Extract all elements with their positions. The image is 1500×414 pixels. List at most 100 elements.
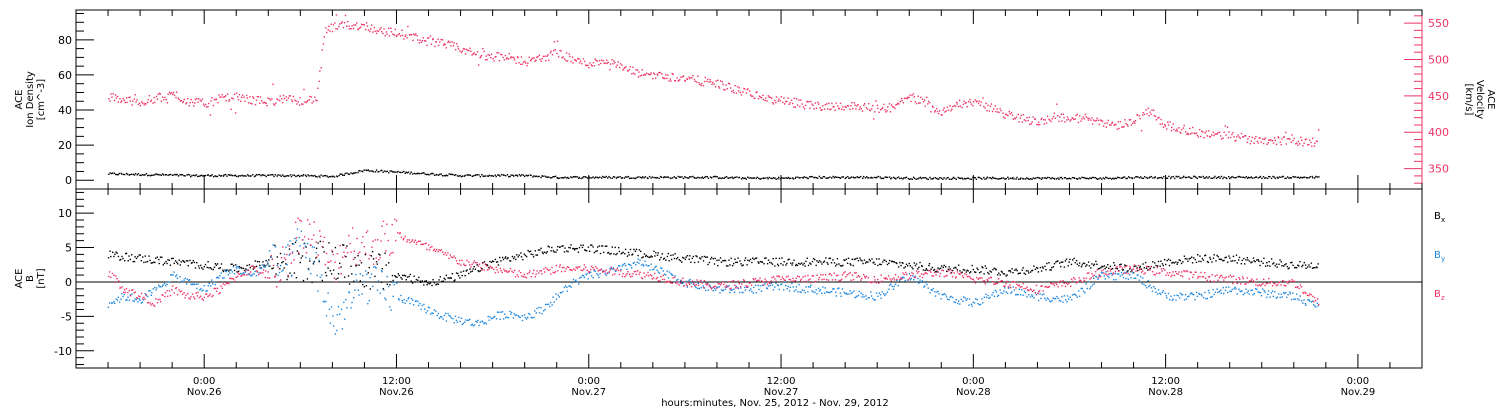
- bx-point: [417, 280, 418, 281]
- by-point: [761, 291, 762, 292]
- bx-point: [741, 265, 742, 266]
- bx-point: [464, 275, 465, 276]
- bx-point: [936, 271, 937, 272]
- velocity-point: [803, 106, 804, 107]
- density-point: [1113, 178, 1114, 179]
- density-point: [732, 178, 733, 179]
- density-point: [485, 175, 486, 176]
- density-point: [704, 177, 705, 178]
- velocity-point: [296, 103, 297, 104]
- bx-point: [362, 284, 363, 285]
- density-point: [176, 174, 177, 175]
- by-point: [176, 274, 177, 275]
- bz-point: [928, 270, 929, 271]
- density-point: [1186, 177, 1187, 178]
- velocity-point: [231, 98, 232, 99]
- density-point: [981, 178, 982, 179]
- bz-point: [1002, 280, 1003, 281]
- bx-point: [1098, 268, 1099, 269]
- bz-point: [359, 252, 360, 253]
- bx-point: [1024, 273, 1025, 274]
- bx-point: [1175, 261, 1176, 262]
- density-point: [772, 178, 773, 179]
- density-point: [1209, 176, 1210, 177]
- by-point: [234, 273, 235, 274]
- bz-point: [908, 279, 909, 280]
- by-point: [985, 294, 986, 295]
- bz-point: [241, 275, 242, 276]
- bx-point: [991, 271, 992, 272]
- by-point: [390, 309, 391, 310]
- velocity-point: [1309, 139, 1310, 140]
- bx-point: [1181, 263, 1182, 264]
- density-point: [1283, 176, 1284, 177]
- density-point: [230, 174, 231, 175]
- bx-point: [271, 268, 272, 269]
- velocity-point: [673, 74, 674, 75]
- density-point: [1275, 178, 1276, 179]
- density-point: [1023, 178, 1024, 179]
- bz-point: [684, 281, 685, 282]
- by-point: [171, 274, 172, 275]
- velocity-point: [163, 99, 164, 100]
- bz-point: [1159, 272, 1160, 273]
- bz-point: [177, 294, 178, 295]
- bx-point: [259, 261, 260, 262]
- velocity-point: [820, 107, 821, 108]
- density-point: [1058, 179, 1059, 180]
- bz-point: [1175, 271, 1176, 272]
- by-point: [417, 301, 418, 302]
- by-point: [185, 278, 186, 279]
- bx-point: [831, 262, 832, 263]
- bx-point: [1100, 267, 1101, 268]
- bx-point: [133, 261, 134, 262]
- bz-point: [377, 239, 378, 240]
- bx-point: [446, 275, 447, 276]
- velocity-point: [421, 42, 422, 43]
- velocity-point: [309, 99, 310, 100]
- by-point: [588, 278, 589, 279]
- bz-point: [813, 275, 814, 276]
- velocity-point: [225, 95, 226, 96]
- velocity-point: [282, 102, 283, 103]
- by-point: [1220, 290, 1221, 291]
- bz-point: [1172, 271, 1173, 272]
- density-point: [969, 178, 970, 179]
- velocity-point: [1183, 127, 1184, 128]
- bx-point: [457, 273, 458, 274]
- density-point: [470, 175, 471, 176]
- bz-point: [1055, 282, 1056, 283]
- density-point: [1226, 178, 1227, 179]
- velocity-point: [194, 102, 195, 103]
- density-point: [848, 178, 849, 179]
- by-point: [609, 268, 610, 269]
- velocity-point: [1230, 137, 1231, 138]
- by-point: [833, 288, 834, 289]
- velocity-point: [718, 86, 719, 87]
- velocity-point: [110, 93, 111, 94]
- bx-point: [1163, 265, 1164, 266]
- bx-point: [1168, 259, 1169, 260]
- bx-point: [113, 256, 114, 257]
- by-point: [946, 296, 947, 297]
- by-point: [126, 299, 127, 300]
- bz-point: [1077, 281, 1078, 282]
- density-point: [1241, 177, 1242, 178]
- velocity-point: [386, 34, 387, 35]
- by-point: [631, 267, 632, 268]
- bz-point: [218, 293, 219, 294]
- bz-point: [1016, 284, 1017, 285]
- by-point: [358, 290, 359, 291]
- velocity-point: [369, 31, 370, 32]
- velocity-point: [223, 96, 224, 97]
- by-point: [661, 268, 662, 269]
- velocity-point: [269, 98, 270, 99]
- density-point: [472, 176, 473, 177]
- bx-point: [538, 249, 539, 250]
- density-point: [1033, 177, 1034, 178]
- bx-point: [281, 262, 282, 263]
- velocity-point: [957, 103, 958, 104]
- bz-point: [954, 272, 955, 273]
- by-point: [675, 275, 676, 276]
- bx-point: [1170, 260, 1171, 261]
